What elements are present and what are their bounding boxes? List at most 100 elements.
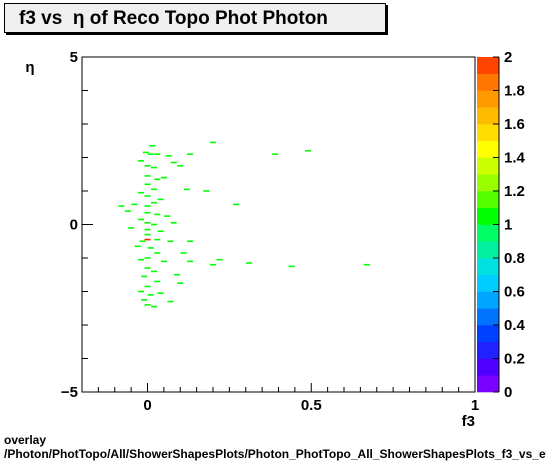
heatmap-cells — [118, 141, 370, 308]
heatmap-cell — [177, 282, 184, 284]
color-scale-segment — [477, 375, 499, 393]
y-axis: −5 0 5 — [61, 49, 93, 401]
heatmap-cell — [144, 228, 151, 231]
heatmap-cell — [167, 240, 174, 243]
heatmap-cell — [144, 267, 151, 269]
color-scale-segment — [477, 157, 499, 175]
heatmap-cell — [144, 165, 151, 167]
heatmap-cell — [147, 247, 154, 249]
heatmap-cell — [180, 252, 187, 254]
color-scale-label: 2 — [504, 49, 512, 66]
color-scale-segment — [477, 308, 499, 326]
x-tick-label: 0 — [143, 397, 151, 414]
chart-title: f3 vs η of Reco Topo Phot Photon — [19, 8, 328, 29]
y-tick-label: 0 — [70, 217, 78, 234]
heatmap-cell — [151, 270, 158, 273]
color-scale-segment — [477, 291, 499, 309]
heatmap-cell — [124, 210, 131, 212]
heatmap-cell — [151, 166, 158, 169]
color-scale-segment — [477, 73, 499, 91]
heatmap-cell — [154, 178, 161, 181]
heatmap-cell — [137, 191, 144, 194]
y-tick-label: 5 — [70, 49, 78, 66]
color-scale-segment — [477, 325, 499, 343]
heatmap-cell — [144, 211, 151, 214]
color-scale-segment — [477, 258, 499, 276]
heatmap-cell — [157, 230, 164, 232]
heatmap-cell — [154, 153, 161, 155]
color-scale-segment — [477, 224, 499, 242]
heatmap-cell — [134, 245, 141, 248]
overlay-label: overlay — [4, 433, 47, 447]
heatmap-cell — [131, 203, 138, 206]
color-scale-segment — [477, 241, 499, 259]
heatmap-cell — [128, 227, 135, 229]
heatmap-cell — [170, 161, 177, 164]
heatmap-cell — [151, 305, 158, 308]
heatmap-cell — [139, 240, 146, 243]
color-scale-label: 1.4 — [504, 150, 526, 167]
heatmap-cell — [288, 265, 295, 268]
heatmap-cell — [137, 258, 144, 261]
heatmap-cell — [144, 222, 151, 224]
heatmap-cell — [144, 195, 151, 197]
color-scale-segment — [477, 124, 499, 142]
heatmap-cell — [151, 188, 158, 191]
color-scale-segment — [477, 140, 499, 158]
color-scale-segment — [477, 57, 499, 75]
color-scale-segment — [477, 358, 499, 376]
heatmap-cell — [144, 257, 151, 259]
heatmap-cell — [147, 294, 154, 296]
heatmap-cell — [187, 153, 194, 155]
heatmap-cell — [137, 218, 144, 221]
heatmap-cell — [154, 213, 161, 216]
heatmap-cell — [272, 153, 279, 155]
heatmap-cell — [173, 273, 180, 276]
heatmap-cell — [160, 260, 167, 263]
color-scale-label: 0 — [504, 384, 512, 401]
heatmap-cell — [232, 203, 239, 206]
heatmap-cell — [151, 223, 158, 226]
heatmap-cell — [144, 238, 151, 241]
heatmap-cell — [160, 176, 167, 179]
chart-title-box: f3 vs η of Reco Topo Phot Photon — [4, 3, 386, 33]
heatmap-cell — [203, 190, 210, 192]
color-scale-label: 0.4 — [504, 317, 526, 334]
histogram-path: /Photon/PhotTopo/All/ShowerShapesPlots/P… — [4, 447, 546, 461]
heatmap-cell — [144, 205, 151, 207]
color-scale-segment — [477, 191, 499, 209]
heatmap-cell — [157, 292, 164, 294]
heatmap-cell — [144, 285, 151, 288]
color-scale-segment — [477, 274, 499, 292]
color-scale-label: 1.2 — [504, 183, 525, 200]
heatmap-cell — [137, 290, 144, 293]
heatmap-cell — [142, 151, 149, 154]
color-scale-segment — [477, 90, 499, 108]
color-scale-label: 1.8 — [504, 83, 525, 100]
color-scale-segment — [477, 174, 499, 192]
heatmap-cell — [141, 299, 148, 301]
heatmap-cell — [154, 252, 161, 254]
x-tick-label: 1 — [471, 397, 479, 414]
color-scale-label: 0.8 — [504, 250, 525, 267]
heatmap-cell — [149, 144, 156, 147]
heatmap-cell — [144, 183, 151, 186]
color-scale-segment — [477, 107, 499, 125]
heatmap-cell — [246, 262, 253, 264]
color-scale-segment — [477, 341, 499, 359]
heatmap-cell — [187, 260, 194, 263]
heatmap-cell — [164, 215, 171, 217]
heatmap-cell — [363, 263, 370, 266]
color-scale-label: 1.6 — [504, 116, 525, 133]
heatmap-cell — [144, 175, 151, 177]
heatmap-cell — [187, 240, 194, 243]
heatmap-cell — [170, 222, 177, 224]
plot-frame — [81, 56, 476, 393]
y-tick-label: −5 — [61, 384, 78, 401]
heatmap-cell — [216, 258, 223, 261]
color-scale-label: 1 — [504, 217, 512, 234]
heatmap-cell — [177, 165, 184, 167]
heatmap-cell — [304, 150, 311, 152]
heatmap-cell — [147, 153, 154, 155]
